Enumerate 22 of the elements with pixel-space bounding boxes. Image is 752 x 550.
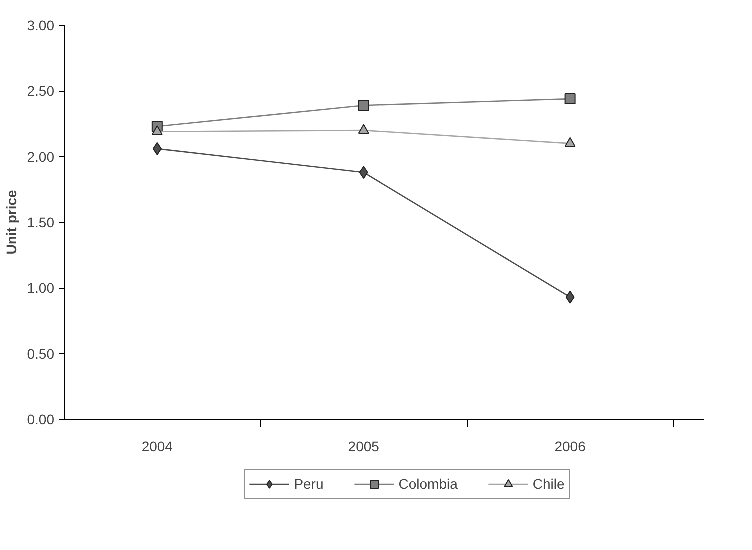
legend-label: Peru: [294, 476, 324, 492]
point: [566, 290, 575, 304]
point: [152, 142, 162, 156]
y-tick-label: 2.50: [27, 83, 55, 100]
x-tick-label: 2004: [142, 438, 174, 454]
y-axis-title: Unit price: [3, 190, 20, 255]
point: [358, 100, 370, 112]
point: [564, 94, 576, 105]
y-tick-label: 2.00: [27, 148, 55, 165]
y-tick-label: 1.00: [27, 280, 55, 296]
x-tick-label: 2006: [554, 438, 586, 454]
point: [564, 137, 576, 148]
x-tick-label: 2005: [348, 438, 380, 454]
y-tick-label: 3.00: [27, 18, 55, 34]
y-tick-label: 0.00: [27, 412, 55, 428]
point: [358, 124, 370, 134]
legend-label: Colombia: [398, 476, 458, 492]
legend-label: Chile: [532, 476, 565, 492]
point: [359, 166, 368, 180]
y-tick-label: 0.50: [27, 346, 55, 362]
y-tick-label: 1.50: [27, 214, 55, 230]
point: [152, 126, 163, 136]
